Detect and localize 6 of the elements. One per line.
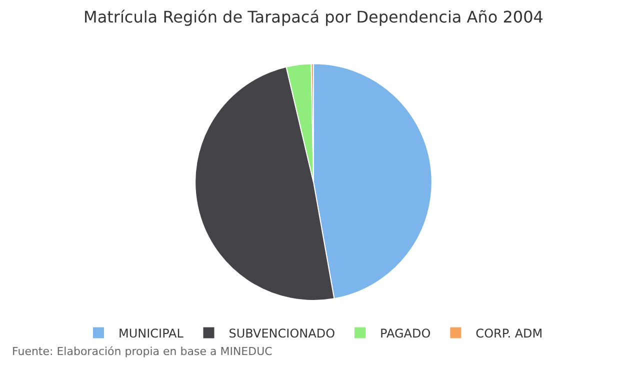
- chart-title: Matrícula Región de Tarapacá por Dependencia Año 2004: [84, 7, 544, 26]
- source-note: Fuente: Elaboración propia en base a MINEDUC: [12, 345, 273, 358]
- legend-label: MUNICIPAL: [118, 326, 184, 340]
- legend-label: CORP. ADM: [476, 326, 543, 340]
- legend-label: SUBVENCIONADO: [228, 326, 336, 340]
- legend-label: PAGADO: [380, 326, 431, 340]
